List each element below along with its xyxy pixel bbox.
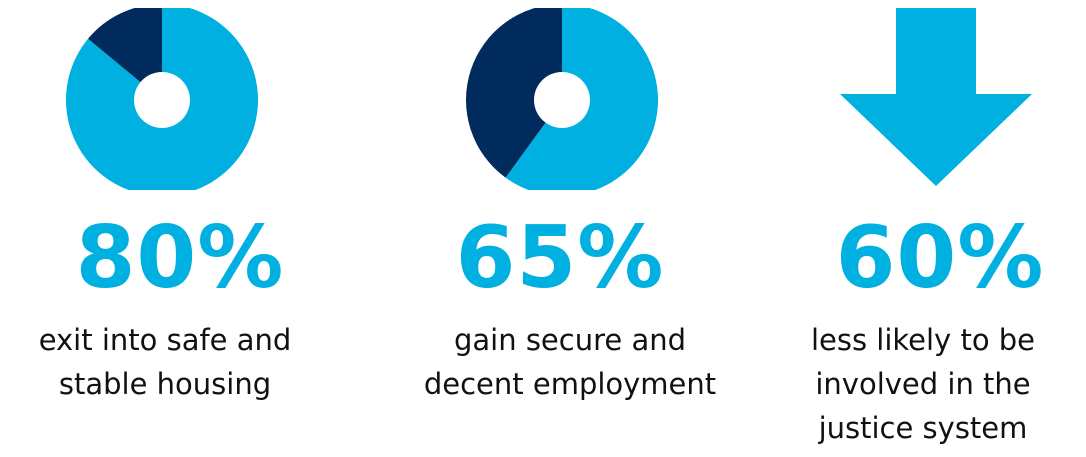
donut-chart-employment bbox=[380, 8, 740, 190]
stat-justice: 60% less likely to be involved in the ju… bbox=[760, 0, 1086, 457]
arrow-visual bbox=[760, 8, 1086, 190]
donut-hole bbox=[134, 72, 190, 128]
donut-chart-housing-svg bbox=[0, 8, 360, 190]
stat-employment: 65% gain secure and decent employment bbox=[380, 0, 740, 457]
stat-description: gain secure and decent employment bbox=[380, 318, 760, 406]
stat-description-line: exit into safe and bbox=[0, 318, 330, 362]
stat-description-line: less likely to be bbox=[760, 318, 1086, 362]
stat-value: 80% bbox=[0, 208, 360, 308]
stat-description-line: involved in the bbox=[760, 362, 1086, 406]
down-arrow-icon bbox=[760, 8, 1086, 190]
stat-description-line: decent employment bbox=[380, 362, 760, 406]
stat-description: exit into safe and stable housing bbox=[0, 318, 330, 406]
stat-description-line: stable housing bbox=[0, 362, 330, 406]
donut-chart-employment-svg bbox=[380, 8, 740, 190]
stat-housing: 80% exit into safe and stable housing bbox=[0, 0, 360, 457]
stat-value: 65% bbox=[380, 208, 740, 308]
down-arrow-shape bbox=[840, 8, 1032, 186]
stat-description-line: justice system bbox=[760, 406, 1086, 450]
stat-description: less likely to be involved in the justic… bbox=[760, 318, 1086, 450]
stat-description-line: gain secure and bbox=[380, 318, 760, 362]
stat-value: 60% bbox=[760, 208, 1086, 308]
donut-hole bbox=[534, 72, 590, 128]
donut-chart-housing bbox=[0, 8, 360, 190]
